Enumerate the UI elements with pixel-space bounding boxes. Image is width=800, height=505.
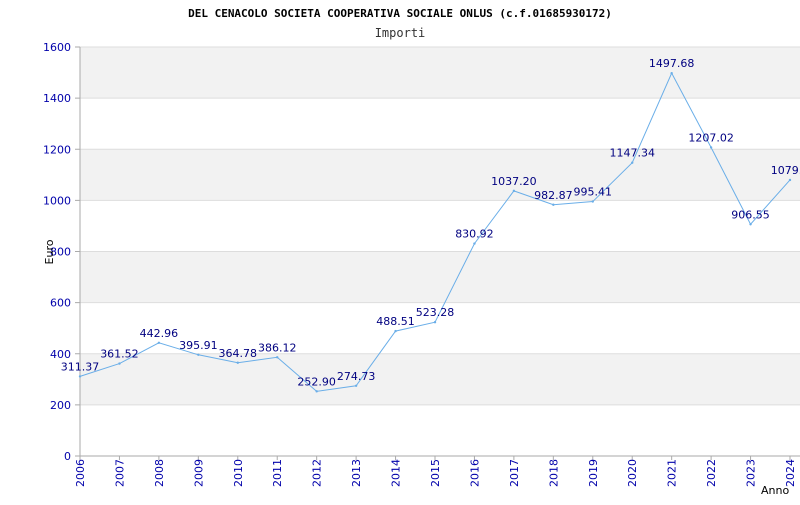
data-point xyxy=(788,178,792,182)
data-label: 442.96 xyxy=(140,327,179,340)
grid-band xyxy=(80,98,800,150)
data-label: 1207.02 xyxy=(688,131,734,144)
data-point xyxy=(473,242,476,245)
x-tick-label: 2023 xyxy=(745,459,758,487)
x-tick-label: 2021 xyxy=(666,459,679,487)
data-label: 830.92 xyxy=(455,228,494,241)
x-tick-label: 2013 xyxy=(350,459,363,487)
x-tick-label: 2024 xyxy=(784,459,797,487)
y-tick-label: 1000 xyxy=(43,194,71,207)
y-tick-label: 1400 xyxy=(43,92,71,105)
data-label: 311.37 xyxy=(61,360,100,373)
x-tick-label: 2020 xyxy=(626,459,639,487)
data-label: 364.78 xyxy=(219,347,258,360)
x-tick-label: 2008 xyxy=(153,459,166,487)
x-tick-label: 2017 xyxy=(508,459,521,487)
x-tick-labels: 2006 2007 2008 2009 2010 2011 2012 2013 2014 2015… xyxy=(74,456,797,487)
chart-subtitle: Importi xyxy=(375,26,426,40)
x-tick-label: 2014 xyxy=(390,459,403,487)
data-point xyxy=(631,161,634,164)
data-point xyxy=(276,356,279,359)
data-point xyxy=(433,321,437,324)
data-label: 1497.68 xyxy=(649,57,695,70)
data-point xyxy=(591,200,594,203)
data-point xyxy=(394,329,397,333)
data-label: 906.55 xyxy=(731,208,770,221)
grid-bands xyxy=(80,47,800,456)
grid-band xyxy=(80,353,800,405)
x-axis-label: Anno xyxy=(761,484,789,497)
data-label: 982.87 xyxy=(534,189,573,202)
x-tick-label: 2022 xyxy=(705,459,718,487)
y-tick-labels: 0 200 400 600 800 1000 1200 1400 1600 xyxy=(43,41,80,463)
y-tick-label: 600 xyxy=(50,297,71,310)
data-point xyxy=(78,375,82,378)
y-tick-label: 0 xyxy=(64,450,71,463)
y-tick-label: 400 xyxy=(50,348,71,361)
data-point xyxy=(197,353,200,356)
data-point xyxy=(512,189,516,193)
x-tick-label: 2018 xyxy=(547,459,560,487)
chart-title: DEL CENACOLO SOCIETA COOPERATIVA SOCIALE… xyxy=(188,7,612,20)
x-tick-label: 2007 xyxy=(113,459,126,487)
x-tick-label: 2015 xyxy=(429,459,442,487)
y-axis-label: Euro xyxy=(43,239,56,264)
y-tick-label: 200 xyxy=(50,399,71,412)
x-tick-label: 2019 xyxy=(587,459,600,487)
x-tick-label: 2016 xyxy=(468,459,481,487)
data-label: 252.90 xyxy=(297,375,336,388)
grid-band xyxy=(80,251,800,303)
x-tick-label: 2009 xyxy=(192,459,205,487)
data-label: 386.12 xyxy=(258,341,297,354)
x-tick-label: 2010 xyxy=(232,459,245,487)
data-point xyxy=(749,223,752,226)
data-point xyxy=(354,384,358,387)
data-label: 1079.8 xyxy=(771,164,800,177)
x-tick-label: 2011 xyxy=(271,459,284,487)
data-label: 995.41 xyxy=(574,186,613,199)
data-label: 1147.34 xyxy=(609,147,655,160)
data-point xyxy=(315,390,318,393)
grid-band xyxy=(80,404,800,456)
data-label: 395.91 xyxy=(179,339,218,352)
data-point xyxy=(552,203,555,206)
x-tick-label: 2012 xyxy=(311,459,324,487)
y-tick-label: 1600 xyxy=(43,41,71,54)
data-label: 1037.20 xyxy=(491,175,537,188)
data-point xyxy=(157,341,161,344)
y-tick-label: 800 xyxy=(50,246,71,259)
data-point xyxy=(709,146,713,149)
x-tick-label: 2006 xyxy=(74,459,87,487)
grid-band xyxy=(80,302,800,354)
data-label: 274.73 xyxy=(337,370,376,383)
data-label: 488.51 xyxy=(376,315,415,328)
y-tick-label: 1200 xyxy=(43,143,71,156)
data-point xyxy=(670,71,673,75)
grid-band xyxy=(80,149,800,201)
data-point xyxy=(236,361,239,364)
data-point xyxy=(118,362,121,365)
grid-band xyxy=(80,47,800,99)
grid-band xyxy=(80,200,800,252)
data-label: 361.52 xyxy=(100,348,139,361)
data-label: 523.28 xyxy=(416,306,455,319)
